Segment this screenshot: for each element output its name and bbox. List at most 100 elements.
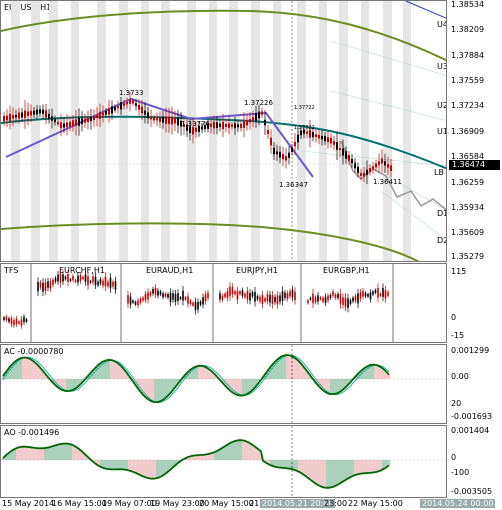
zone-d2: D2 (437, 236, 447, 245)
pair-candle (264, 296, 266, 304)
price-candle (369, 164, 371, 176)
time-axis[interactable]: 15 May 2014 16 May 15:00 19 May 07:00 19… (0, 498, 502, 510)
pair-candle (339, 288, 342, 309)
price-candle (219, 119, 221, 132)
pair-candle (279, 292, 281, 305)
price-candle (177, 109, 179, 134)
price-candle (264, 110, 266, 135)
pair-candle (269, 290, 271, 307)
pair-candle (89, 279, 92, 284)
pair-candle (109, 272, 112, 293)
pair-candle (37, 277, 39, 297)
pairs-candles (3, 268, 389, 329)
pair-candle (74, 278, 77, 284)
price-candle (324, 132, 326, 146)
pair-candle (226, 287, 229, 302)
price-candle (357, 162, 359, 178)
pair-candle (344, 293, 347, 312)
ac-pane[interactable]: AC -0.0000780 (0, 344, 447, 424)
pair-candle (184, 295, 187, 301)
pair-candle (207, 289, 209, 301)
price-level: 1.36584 (451, 152, 485, 161)
price-candle (204, 122, 206, 133)
pair-candle (254, 287, 256, 307)
pair-candle (236, 286, 239, 305)
price-candle (225, 118, 227, 133)
price-candle (135, 98, 137, 111)
price-candle (147, 106, 149, 124)
pair-candle (39, 279, 42, 291)
pair-candle (322, 295, 324, 304)
price-candle (231, 122, 233, 130)
price-candle (216, 116, 218, 135)
pair-candle (187, 292, 189, 308)
pair-candle (8, 316, 10, 324)
pair-candle (64, 275, 67, 281)
price-candle (6, 109, 8, 127)
pair-candle (359, 289, 362, 302)
pair-candle (3, 315, 5, 322)
pair-candle (294, 287, 296, 305)
price-candle (42, 104, 44, 119)
price-candle (57, 119, 59, 127)
pairs-pane[interactable]: TFS EURCHF,H1 EURAUD,H1 EURJPY,H1 EURGBP… (0, 263, 447, 343)
pair-candle (162, 291, 164, 300)
price-candle (243, 112, 245, 138)
price-chart-pane[interactable]: EURUSD,H1 (0, 0, 447, 262)
price-candle (240, 120, 242, 132)
price-candles (3, 92, 392, 185)
price-candle (366, 160, 368, 185)
price-candle (270, 129, 272, 154)
price-candle (120, 97, 122, 115)
price-candle (24, 99, 26, 129)
price-candle (345, 146, 347, 164)
pair-candle (84, 270, 87, 286)
zone-u4: U4 (437, 20, 447, 29)
pair-candle (54, 275, 57, 284)
price-candle (30, 104, 32, 123)
pair-eurjpy-label: EURJPY,H1 (236, 266, 279, 275)
pairs-axis-label: -15 (451, 331, 465, 340)
pair-candle (332, 289, 334, 298)
price-candle (387, 156, 389, 175)
session-shading (11, 1, 411, 261)
pair-candle (47, 277, 49, 292)
pair-candle (152, 286, 154, 296)
pair-candle (82, 275, 84, 281)
bid-price-marker: 1.36474 (449, 160, 500, 170)
price-candle (159, 111, 161, 129)
pair-candle (114, 276, 117, 294)
price-candle (96, 107, 98, 127)
ao-pane-title: AO -0.001496 (4, 428, 60, 437)
zone-u1: U1 (437, 127, 447, 136)
label-1-36347: 1.36347 (279, 181, 308, 189)
price-candle (276, 144, 278, 161)
pair-candle (251, 290, 254, 299)
pair-eurgbp-label: EURGBP,H1 (323, 266, 370, 275)
price-candle (63, 117, 65, 134)
pair-candle (157, 287, 159, 299)
ao-pane[interactable]: AO -0.001496 (0, 425, 447, 498)
price-candle (3, 111, 5, 126)
pair-candle (202, 293, 204, 309)
price-candle (294, 133, 296, 155)
pair-candle (349, 298, 352, 306)
pair-candle (261, 290, 264, 309)
price-candle (198, 121, 200, 137)
zone-lb: LB (434, 168, 444, 177)
pair-candle (221, 293, 224, 303)
pair-candle (169, 288, 172, 307)
price-candle (168, 107, 170, 133)
pair-candle (129, 292, 132, 309)
zone-u3: U3 (437, 62, 447, 71)
price-candle (309, 119, 311, 148)
price-candle (87, 110, 89, 130)
pair-candle (44, 278, 47, 295)
pair-candle (312, 288, 314, 309)
price-candle (237, 119, 239, 132)
pair-candle (384, 285, 387, 303)
pair-candle (87, 271, 89, 290)
price-candle (129, 92, 131, 112)
pair-candle (13, 317, 15, 328)
price-axis[interactable]: 1.38534 1.38209 1.37884 1.37559 1.37234 … (447, 0, 502, 262)
